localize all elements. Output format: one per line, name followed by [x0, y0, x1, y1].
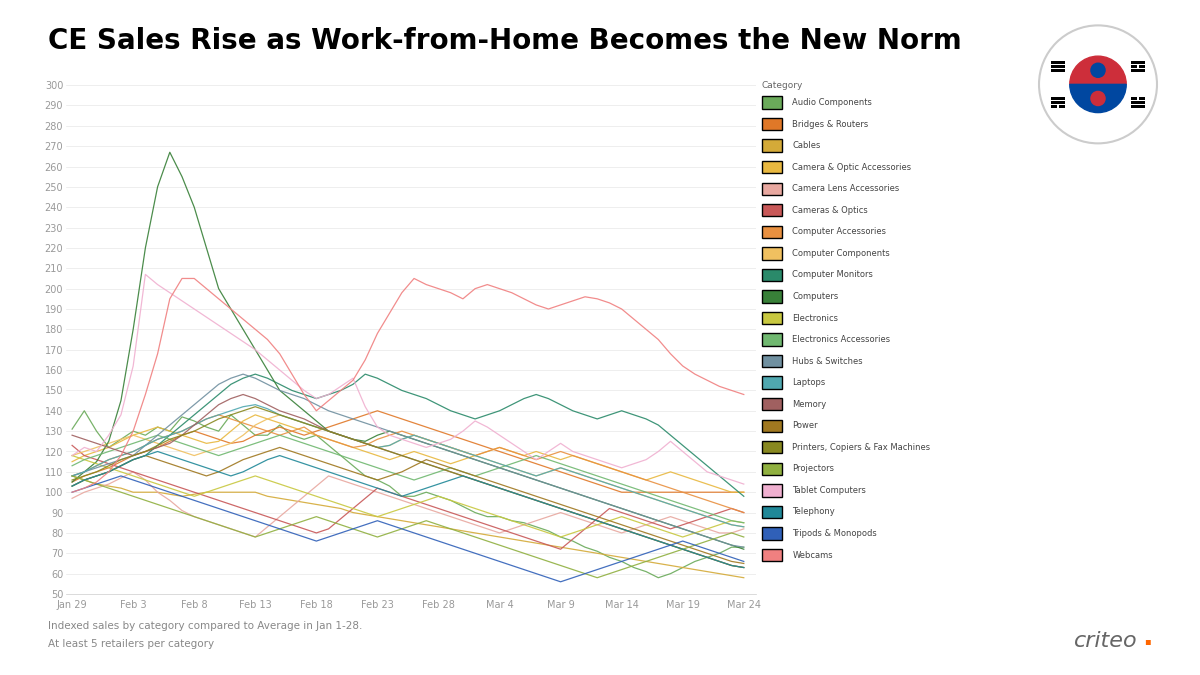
Text: .: . [1142, 624, 1153, 651]
FancyBboxPatch shape [1051, 69, 1066, 72]
FancyBboxPatch shape [762, 549, 782, 561]
FancyBboxPatch shape [1139, 65, 1145, 68]
FancyBboxPatch shape [762, 420, 782, 432]
FancyBboxPatch shape [762, 247, 782, 259]
FancyBboxPatch shape [1139, 97, 1145, 100]
Text: Projectors: Projectors [792, 464, 834, 473]
Text: Bridges & Routers: Bridges & Routers [792, 119, 869, 129]
Text: Memory: Memory [792, 400, 827, 408]
FancyBboxPatch shape [1051, 97, 1066, 100]
Circle shape [1091, 91, 1105, 105]
FancyBboxPatch shape [1130, 61, 1145, 63]
FancyBboxPatch shape [762, 290, 782, 302]
FancyBboxPatch shape [762, 527, 782, 539]
FancyBboxPatch shape [1130, 101, 1145, 104]
FancyBboxPatch shape [762, 118, 782, 130]
Text: Printers, Copiers & Fax Machines: Printers, Copiers & Fax Machines [792, 443, 930, 452]
FancyBboxPatch shape [1130, 65, 1136, 68]
Text: Computer Accessories: Computer Accessories [792, 227, 887, 236]
Text: Tablet Computers: Tablet Computers [792, 486, 866, 495]
Text: criteo: criteo [1074, 631, 1138, 651]
FancyBboxPatch shape [1051, 105, 1057, 108]
Text: Power: Power [792, 421, 818, 430]
FancyBboxPatch shape [1051, 101, 1066, 104]
FancyBboxPatch shape [1130, 105, 1145, 108]
Text: Electronics Accessories: Electronics Accessories [792, 335, 890, 344]
FancyBboxPatch shape [762, 333, 782, 346]
Text: Hubs & Switches: Hubs & Switches [792, 356, 863, 366]
Circle shape [1039, 26, 1157, 143]
FancyBboxPatch shape [762, 462, 782, 475]
FancyBboxPatch shape [1051, 65, 1066, 68]
Text: Cables: Cables [792, 141, 821, 150]
Wedge shape [1069, 56, 1127, 84]
Text: Computer Monitors: Computer Monitors [792, 271, 874, 279]
FancyBboxPatch shape [1060, 105, 1066, 108]
FancyBboxPatch shape [762, 161, 782, 173]
FancyBboxPatch shape [762, 506, 782, 518]
Text: Tripods & Monopods: Tripods & Monopods [792, 529, 877, 538]
FancyBboxPatch shape [762, 312, 782, 324]
FancyBboxPatch shape [762, 97, 782, 109]
Text: CE Sales Rise as Work-from-Home Becomes the New Norm: CE Sales Rise as Work-from-Home Becomes … [48, 27, 961, 55]
FancyBboxPatch shape [762, 441, 782, 454]
FancyBboxPatch shape [1051, 61, 1066, 63]
FancyBboxPatch shape [762, 204, 782, 217]
FancyBboxPatch shape [762, 377, 782, 389]
FancyBboxPatch shape [762, 484, 782, 497]
FancyBboxPatch shape [762, 269, 782, 281]
Text: Telephony: Telephony [792, 508, 835, 516]
FancyBboxPatch shape [762, 398, 782, 410]
Text: Electronics: Electronics [792, 313, 839, 323]
FancyBboxPatch shape [762, 225, 782, 238]
Text: Audio Components: Audio Components [792, 98, 872, 107]
Text: Computers: Computers [792, 292, 839, 301]
Text: Category: Category [762, 81, 803, 90]
FancyBboxPatch shape [762, 182, 782, 195]
FancyBboxPatch shape [1130, 69, 1145, 72]
Text: Laptops: Laptops [792, 378, 826, 387]
Text: Computer Components: Computer Components [792, 249, 890, 258]
Text: Camera Lens Accessories: Camera Lens Accessories [792, 184, 900, 193]
Text: Indexed sales by category compared to Average in Jan 1-28.: Indexed sales by category compared to Av… [48, 621, 362, 631]
Text: Webcams: Webcams [792, 551, 833, 560]
FancyBboxPatch shape [1130, 97, 1136, 100]
Circle shape [1091, 63, 1105, 78]
FancyBboxPatch shape [762, 355, 782, 367]
Wedge shape [1069, 84, 1127, 113]
FancyBboxPatch shape [762, 140, 782, 152]
Text: At least 5 retailers per category: At least 5 retailers per category [48, 639, 214, 649]
Text: Camera & Optic Accessories: Camera & Optic Accessories [792, 163, 911, 171]
Text: Cameras & Optics: Cameras & Optics [792, 206, 868, 215]
